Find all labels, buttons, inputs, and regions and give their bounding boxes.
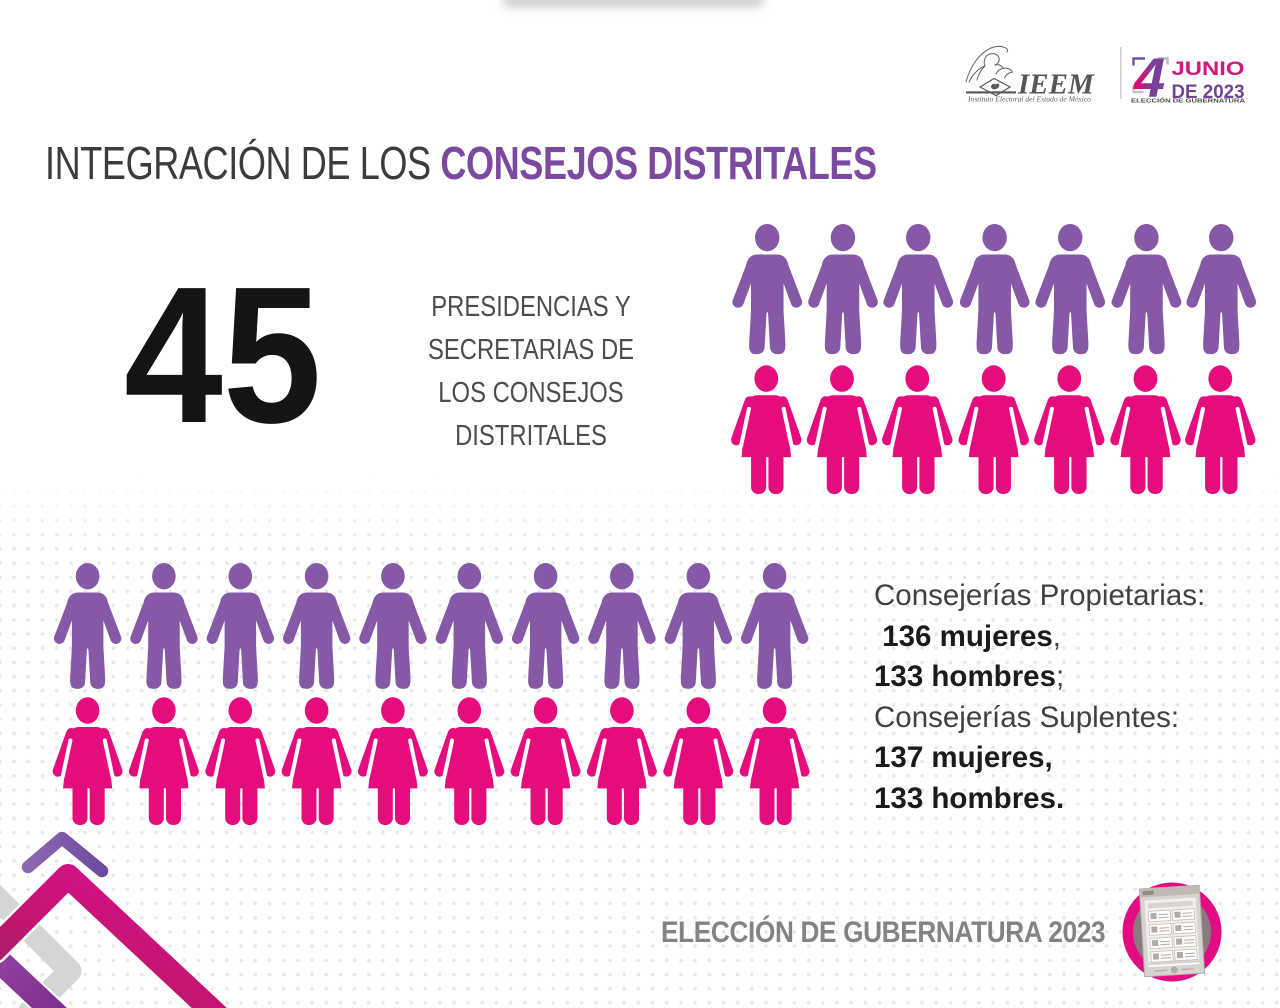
svg-text:ELECCIÓN DE GUBERNATURA: ELECCIÓN DE GUBERNATURA — [1131, 96, 1245, 104]
svg-text:JUNIO: JUNIO — [1172, 58, 1245, 80]
svg-text:Instituto Electoral del Estado: Instituto Electoral del Estado de México — [967, 95, 1091, 104]
svg-text:DE 2023: DE 2023 — [1172, 81, 1245, 103]
svg-text:IEEM: IEEM — [1017, 68, 1095, 100]
svg-text:4: 4 — [1133, 46, 1165, 109]
